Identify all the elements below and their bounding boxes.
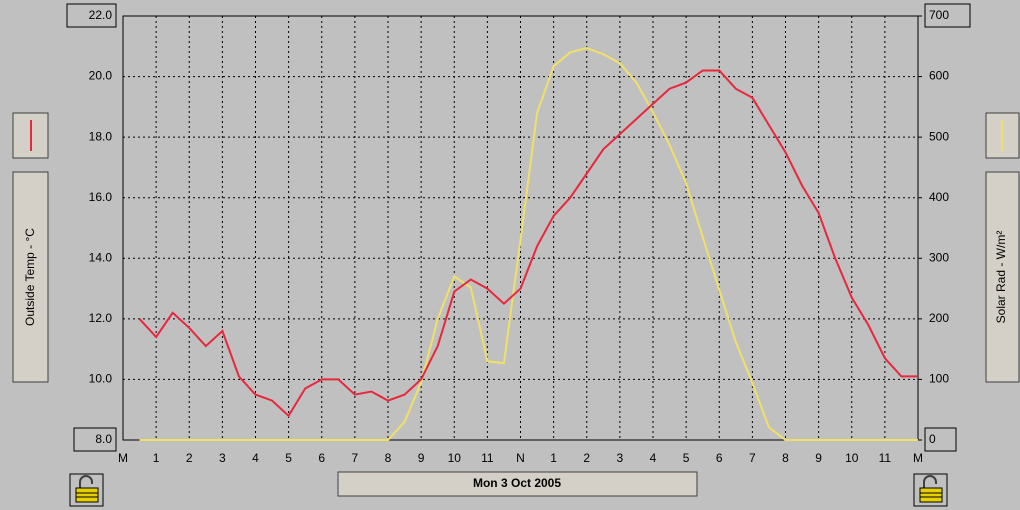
- x-tick-label: 6: [716, 451, 723, 465]
- y2-tick-label: 500: [929, 129, 949, 143]
- x-tick-label: 5: [285, 451, 292, 465]
- y-tick-label: 16.0: [89, 190, 113, 204]
- y-tick-box: [66, 3, 117, 28]
- x-tick-label: 1: [153, 451, 160, 465]
- x-tick-label: 10: [845, 451, 859, 465]
- x-tick-label: 2: [186, 451, 193, 465]
- y-tick-label: 14.0: [89, 250, 113, 264]
- y-tick-label: 20.0: [89, 69, 113, 83]
- y2-tick-label: 100: [929, 372, 949, 386]
- y-tick-label: 10.0: [89, 372, 113, 386]
- lock-left[interactable]: [69, 473, 104, 507]
- x-tick-label: 6: [318, 451, 325, 465]
- x-tick-label: 1: [550, 451, 557, 465]
- y2-tick-label: 700: [929, 8, 949, 22]
- y2-tick-label: 300: [929, 250, 949, 264]
- x-tick-label: 3: [219, 451, 226, 465]
- y2-tick-label: 200: [929, 311, 949, 325]
- series-line: [139, 47, 918, 441]
- left-axis-label-box: [12, 171, 49, 383]
- y-tick-box: [73, 427, 117, 452]
- x-tick-label: 9: [418, 451, 425, 465]
- x-tick-label: 7: [352, 451, 359, 465]
- x-tick-label: 8: [782, 451, 789, 465]
- y2-tick-label: 400: [929, 190, 949, 204]
- series-line: [138, 69, 918, 418]
- date-button[interactable]: [337, 471, 698, 497]
- x-tick-label: N: [516, 451, 525, 465]
- x-tick-label: 4: [650, 451, 657, 465]
- date-label: Mon 3 Oct 2005: [473, 476, 561, 490]
- y2-tick-box: [924, 3, 971, 28]
- lock-right[interactable]: [913, 473, 948, 507]
- x-tick-label: 10: [448, 451, 462, 465]
- y-tick-label: 18.0: [89, 129, 113, 143]
- right-axis-label-box: [985, 171, 1020, 383]
- x-tick-label: 7: [749, 451, 756, 465]
- x-tick-label: M: [913, 451, 923, 465]
- y-tick-label: 8.0: [95, 432, 112, 446]
- y-tick-label: 22.0: [89, 8, 113, 22]
- x-tick-label: 11: [481, 451, 494, 465]
- y-axis-label: Outside Temp - °C: [23, 228, 37, 326]
- y-tick-label: 12.0: [89, 311, 113, 325]
- y2-tick-box: [924, 427, 957, 452]
- x-tick-label: 3: [617, 451, 624, 465]
- x-tick-label: 4: [252, 451, 259, 465]
- x-tick-label: 8: [385, 451, 392, 465]
- x-tick-label: 9: [815, 451, 822, 465]
- x-tick-label: M: [118, 451, 128, 465]
- x-tick-label: 2: [583, 451, 590, 465]
- y2-tick-label: 0: [929, 432, 936, 446]
- y2-tick-label: 600: [929, 69, 949, 83]
- y2-axis-label: Solar Rad - W/m²: [994, 231, 1008, 324]
- x-tick-label: 11: [879, 451, 892, 465]
- x-tick-label: 5: [683, 451, 690, 465]
